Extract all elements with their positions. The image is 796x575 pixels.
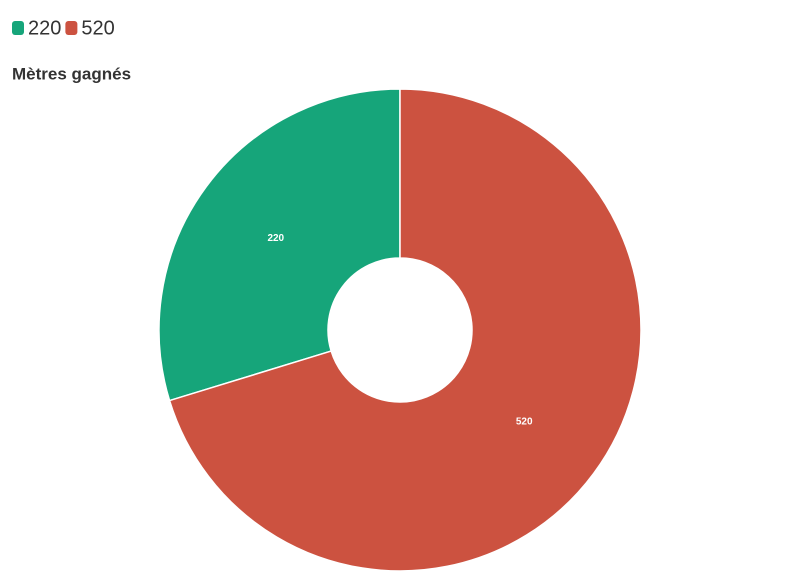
legend-swatch [65,21,78,35]
slice [158,88,401,402]
data-label: 220 [267,233,284,244]
chart-title: Mètres gagnés [12,64,131,83]
legend-label: 520 [81,17,114,39]
legend-label: 220 [28,17,61,39]
data-label: 520 [516,417,533,428]
slice [168,88,642,572]
legend-swatch [12,21,24,35]
